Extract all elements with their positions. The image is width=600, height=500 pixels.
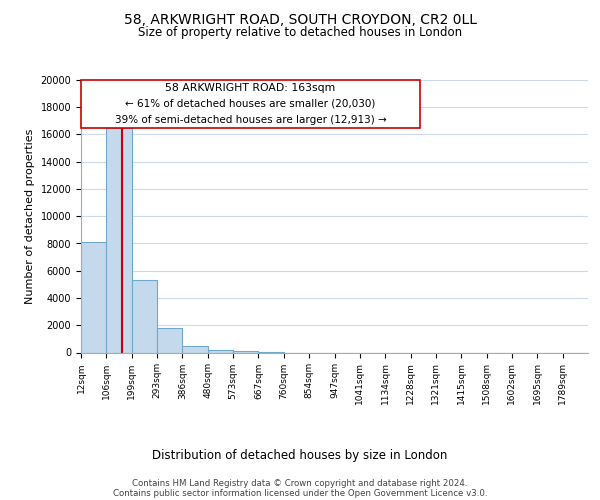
Text: Contains public sector information licensed under the Open Government Licence v3: Contains public sector information licen…: [113, 490, 487, 498]
Bar: [182, 346, 208, 352]
Text: ← 61% of detached houses are smaller (20,030): ← 61% of detached houses are smaller (20…: [125, 99, 376, 109]
Text: 58, ARKWRIGHT ROAD, SOUTH CROYDON, CR2 0LL: 58, ARKWRIGHT ROAD, SOUTH CROYDON, CR2 0…: [124, 12, 476, 26]
Y-axis label: Number of detached properties: Number of detached properties: [25, 128, 35, 304]
Bar: [208, 350, 233, 352]
Text: Size of property relative to detached houses in London: Size of property relative to detached ho…: [138, 26, 462, 39]
Bar: [106, 128, 132, 352]
Text: Distribution of detached houses by size in London: Distribution of detached houses by size …: [152, 448, 448, 462]
Text: 39% of semi-detached houses are larger (12,913) →: 39% of semi-detached houses are larger (…: [115, 114, 386, 124]
Bar: [233, 351, 259, 352]
Bar: [157, 328, 182, 352]
Bar: [81, 242, 106, 352]
Text: 58 ARKWRIGHT ROAD: 163sqm: 58 ARKWRIGHT ROAD: 163sqm: [166, 83, 335, 93]
Bar: [132, 280, 157, 352]
Text: Contains HM Land Registry data © Crown copyright and database right 2024.: Contains HM Land Registry data © Crown c…: [132, 479, 468, 488]
